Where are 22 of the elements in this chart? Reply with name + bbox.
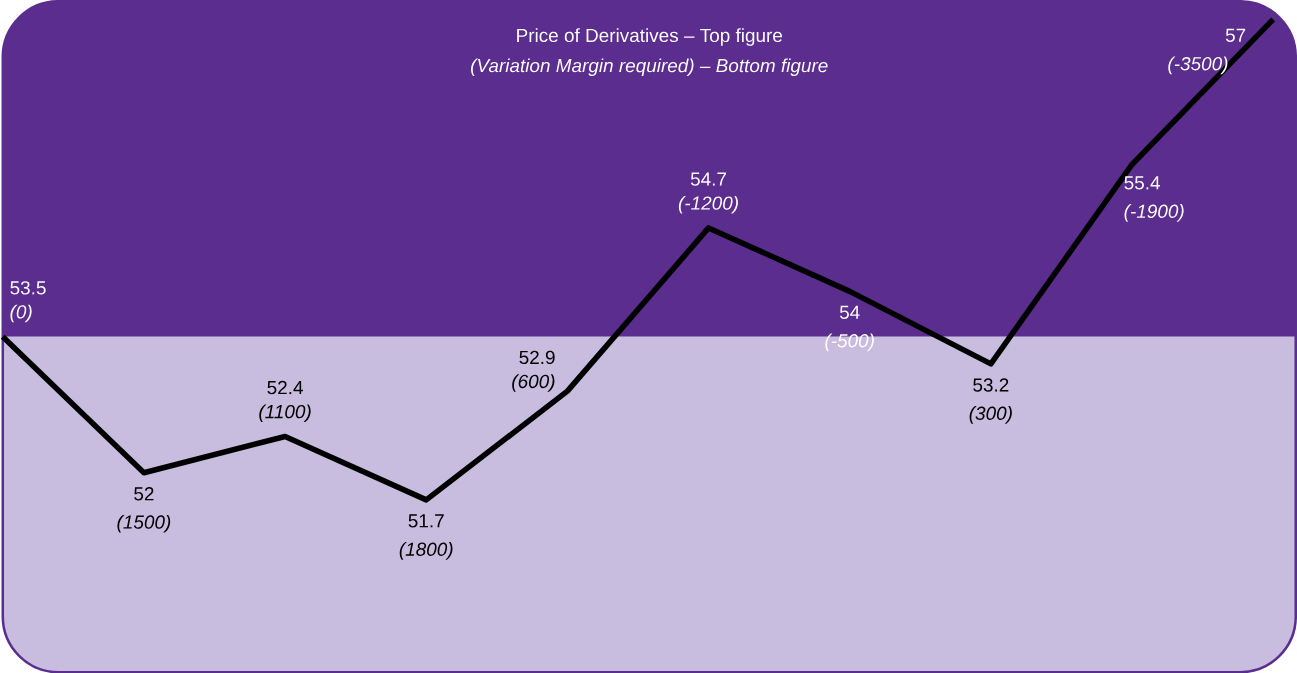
- annotation: (1100): [259, 404, 311, 422]
- data-label: 52.4: [267, 380, 303, 395]
- annotation: (600): [512, 374, 555, 392]
- data-label: 55.4: [1124, 176, 1160, 190]
- data-label: 51.7: [408, 514, 444, 528]
- annotation: (-1200): [678, 195, 738, 214]
- data-label: 53.2: [973, 378, 1009, 392]
- data-label: 57: [1225, 28, 1246, 42]
- annotation: (-3500): [1168, 56, 1228, 74]
- annotation: (-500): [825, 333, 874, 351]
- data-label: 53.5: [10, 280, 46, 295]
- data-label: 52: [134, 486, 154, 501]
- data-label: 54: [839, 305, 860, 319]
- annotation: (0): [10, 304, 32, 323]
- annotation: (-1900): [1124, 203, 1184, 222]
- data-label: 52.9: [519, 350, 555, 364]
- data-label: 54.7: [690, 172, 727, 186]
- annotation: (300): [969, 405, 1012, 424]
- text: (Variation Margin required) – Bottom figure: [471, 58, 828, 76]
- annotation: (1800): [399, 541, 453, 560]
- annotation: (1500): [117, 514, 171, 533]
- text: Price of Derivatives – Top figure: [517, 28, 783, 46]
